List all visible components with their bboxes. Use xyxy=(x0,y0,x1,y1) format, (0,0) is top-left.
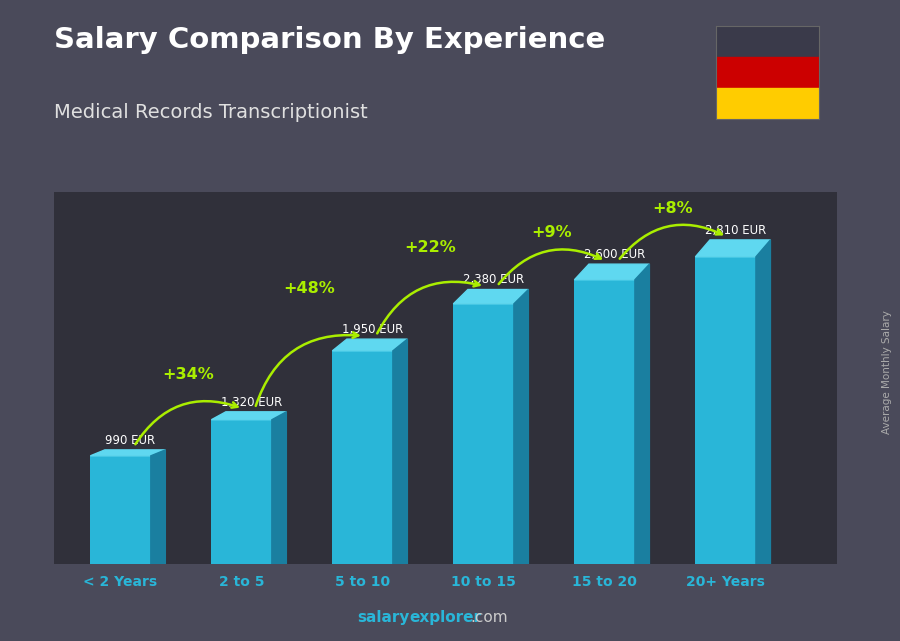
Text: 2,380 EUR: 2,380 EUR xyxy=(463,273,524,287)
Bar xyxy=(332,351,393,564)
Bar xyxy=(212,420,272,564)
Polygon shape xyxy=(393,339,408,564)
Text: +48%: +48% xyxy=(284,281,335,296)
Text: Medical Records Transcriptionist: Medical Records Transcriptionist xyxy=(54,103,368,122)
Text: +9%: +9% xyxy=(531,225,572,240)
Polygon shape xyxy=(151,450,166,564)
Bar xyxy=(716,56,819,88)
Text: 1,320 EUR: 1,320 EUR xyxy=(220,395,282,408)
Polygon shape xyxy=(756,240,770,564)
Text: 1,950 EUR: 1,950 EUR xyxy=(342,323,403,336)
Text: #aaaaaa: #aaaaaa xyxy=(881,348,892,395)
Polygon shape xyxy=(696,240,770,257)
Text: +34%: +34% xyxy=(163,367,214,383)
Polygon shape xyxy=(272,412,286,564)
Bar xyxy=(696,257,756,564)
Polygon shape xyxy=(574,264,650,279)
Polygon shape xyxy=(514,290,528,564)
Polygon shape xyxy=(90,450,166,456)
Text: Average Monthly Salary: Average Monthly Salary xyxy=(881,310,892,434)
Text: Salary Comparison By Experience: Salary Comparison By Experience xyxy=(54,26,605,54)
Bar xyxy=(574,279,634,564)
Polygon shape xyxy=(454,290,528,304)
Polygon shape xyxy=(634,264,650,564)
Text: salary: salary xyxy=(357,610,410,625)
Text: explorer: explorer xyxy=(410,610,482,625)
Bar xyxy=(90,456,151,564)
Bar xyxy=(716,26,819,56)
Polygon shape xyxy=(332,339,408,351)
Text: 2,600 EUR: 2,600 EUR xyxy=(584,248,645,261)
Text: .com: .com xyxy=(471,610,508,625)
Text: +22%: +22% xyxy=(404,240,456,256)
Polygon shape xyxy=(212,412,286,420)
Bar xyxy=(454,304,514,564)
Text: +8%: +8% xyxy=(652,201,693,216)
Bar xyxy=(716,88,819,119)
Text: 2,810 EUR: 2,810 EUR xyxy=(705,224,766,237)
Text: 990 EUR: 990 EUR xyxy=(105,433,156,447)
